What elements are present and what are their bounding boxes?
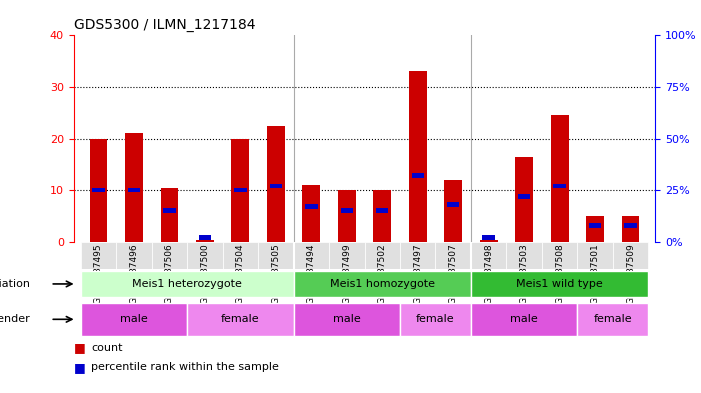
Bar — [551, 115, 569, 242]
Text: GSM1087495: GSM1087495 — [94, 243, 103, 304]
Bar — [411, 173, 424, 178]
Text: GSM1087508: GSM1087508 — [555, 243, 564, 304]
Text: GSM1087502: GSM1087502 — [378, 243, 387, 304]
Text: GSM1087506: GSM1087506 — [165, 243, 174, 304]
Text: GSM1087498: GSM1087498 — [484, 243, 494, 304]
FancyBboxPatch shape — [151, 242, 187, 269]
FancyBboxPatch shape — [116, 242, 151, 269]
Bar — [515, 156, 533, 242]
FancyBboxPatch shape — [471, 242, 506, 269]
Text: GSM1087503: GSM1087503 — [519, 243, 529, 304]
Text: genotype/variation: genotype/variation — [0, 279, 30, 289]
FancyBboxPatch shape — [365, 242, 400, 269]
Text: Meis1 heterozygote: Meis1 heterozygote — [132, 279, 242, 289]
Bar — [302, 185, 320, 242]
Text: male: male — [120, 314, 148, 324]
Bar — [270, 184, 282, 188]
FancyBboxPatch shape — [329, 242, 365, 269]
Text: GSM1087507: GSM1087507 — [449, 243, 458, 304]
FancyBboxPatch shape — [578, 303, 648, 336]
FancyBboxPatch shape — [187, 303, 294, 336]
FancyBboxPatch shape — [258, 242, 294, 269]
Bar — [479, 240, 498, 242]
Bar — [482, 235, 495, 240]
FancyBboxPatch shape — [613, 242, 648, 269]
Text: GSM1087501: GSM1087501 — [591, 243, 599, 304]
Text: GDS5300 / ILMN_1217184: GDS5300 / ILMN_1217184 — [74, 18, 255, 31]
Bar — [341, 208, 353, 213]
Text: GSM1087509: GSM1087509 — [626, 243, 635, 304]
Bar — [90, 138, 107, 242]
Bar — [625, 223, 637, 228]
Text: percentile rank within the sample: percentile rank within the sample — [91, 362, 279, 373]
FancyBboxPatch shape — [294, 271, 471, 297]
Text: male: male — [510, 314, 538, 324]
FancyBboxPatch shape — [81, 242, 116, 269]
Text: gender: gender — [0, 314, 30, 324]
Bar — [93, 188, 104, 193]
Text: ■: ■ — [74, 341, 86, 354]
Text: Meis1 homozygote: Meis1 homozygote — [329, 279, 435, 289]
FancyBboxPatch shape — [471, 303, 578, 336]
FancyBboxPatch shape — [294, 242, 329, 269]
Bar — [338, 190, 355, 242]
Text: female: female — [416, 314, 455, 324]
Bar — [586, 216, 604, 242]
FancyBboxPatch shape — [294, 303, 400, 336]
Text: Meis1 wild type: Meis1 wild type — [516, 279, 603, 289]
Text: GSM1087504: GSM1087504 — [236, 243, 245, 304]
Bar — [267, 126, 285, 242]
Bar — [376, 208, 388, 213]
Bar — [234, 188, 247, 193]
Bar — [518, 194, 531, 198]
Bar — [444, 180, 462, 242]
Text: GSM1087496: GSM1087496 — [130, 243, 138, 304]
Bar — [447, 202, 459, 207]
Text: female: female — [594, 314, 632, 324]
FancyBboxPatch shape — [435, 242, 471, 269]
FancyBboxPatch shape — [187, 242, 223, 269]
FancyBboxPatch shape — [471, 271, 648, 297]
FancyBboxPatch shape — [81, 303, 187, 336]
Bar — [198, 235, 211, 240]
Bar — [622, 216, 639, 242]
Bar — [125, 133, 143, 242]
FancyBboxPatch shape — [506, 242, 542, 269]
Bar — [589, 223, 601, 228]
FancyBboxPatch shape — [542, 242, 578, 269]
Bar — [409, 72, 427, 242]
Text: GSM1087497: GSM1087497 — [413, 243, 422, 304]
Bar — [163, 208, 176, 213]
Text: count: count — [91, 343, 123, 353]
Bar — [231, 138, 250, 242]
Bar — [128, 188, 140, 193]
Bar — [374, 190, 391, 242]
FancyBboxPatch shape — [400, 242, 435, 269]
Bar — [305, 204, 318, 209]
Text: male: male — [333, 314, 360, 324]
Text: ■: ■ — [74, 361, 86, 374]
Text: female: female — [221, 314, 259, 324]
Text: GSM1087500: GSM1087500 — [200, 243, 210, 304]
FancyBboxPatch shape — [400, 303, 471, 336]
Bar — [196, 240, 214, 242]
Text: GSM1087494: GSM1087494 — [307, 243, 316, 303]
Text: GSM1087505: GSM1087505 — [271, 243, 280, 304]
Bar — [553, 184, 566, 188]
Bar — [161, 187, 178, 242]
Text: GSM1087499: GSM1087499 — [342, 243, 351, 304]
FancyBboxPatch shape — [81, 271, 294, 297]
FancyBboxPatch shape — [223, 242, 258, 269]
FancyBboxPatch shape — [578, 242, 613, 269]
